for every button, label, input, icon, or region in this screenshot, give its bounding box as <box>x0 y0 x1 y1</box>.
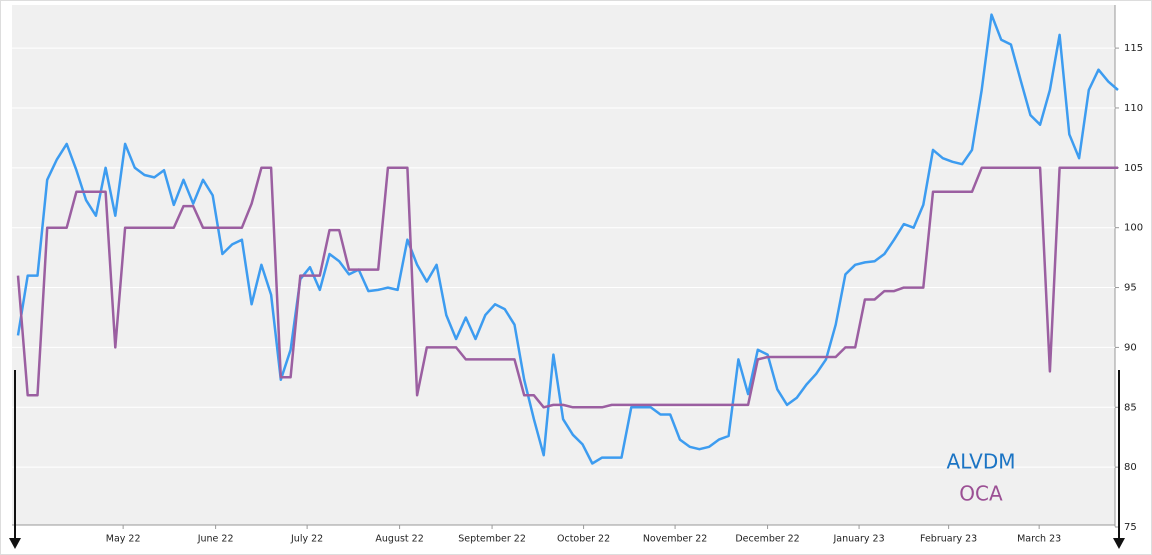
series-line <box>16 166 1118 409</box>
x-tick-label: December 22 <box>735 534 799 545</box>
x-tick-label: January 23 <box>832 534 884 545</box>
y-tick-label: 75 <box>1124 522 1137 533</box>
legend-label: ALVDM <box>947 450 1016 474</box>
x-tick-label: November 22 <box>643 534 708 545</box>
y-tick-label: 105 <box>1124 163 1143 174</box>
y-tick-label: 100 <box>1124 223 1143 234</box>
arrow-left-head <box>9 538 21 549</box>
x-tick-label: July 22 <box>290 534 323 545</box>
y-tick-label: 95 <box>1124 283 1137 294</box>
arrow-right-head <box>1113 538 1125 549</box>
x-tick-label: September 22 <box>458 534 526 545</box>
x-tick-label: February 23 <box>920 534 977 545</box>
series-line <box>16 13 1119 465</box>
y-tick-label: 90 <box>1124 342 1137 353</box>
y-tick-label: 110 <box>1124 103 1143 114</box>
legend-label: OCA <box>959 482 1003 506</box>
x-tick-label: March 23 <box>1017 534 1061 545</box>
plot-area <box>12 5 1115 525</box>
y-tick-label: 115 <box>1124 43 1143 54</box>
marks: 75 80 85 90 95 100 105 110 115 May 22 June 22 July … <box>12 13 1143 545</box>
x-tick-label: May 22 <box>106 534 141 545</box>
x-tick-label: October 22 <box>557 534 610 545</box>
y-tick-label: 80 <box>1124 462 1137 473</box>
x-tick-label: June 22 <box>197 534 234 545</box>
x-tick-label: August 22 <box>375 534 423 545</box>
y-tick-label: 85 <box>1124 402 1137 413</box>
